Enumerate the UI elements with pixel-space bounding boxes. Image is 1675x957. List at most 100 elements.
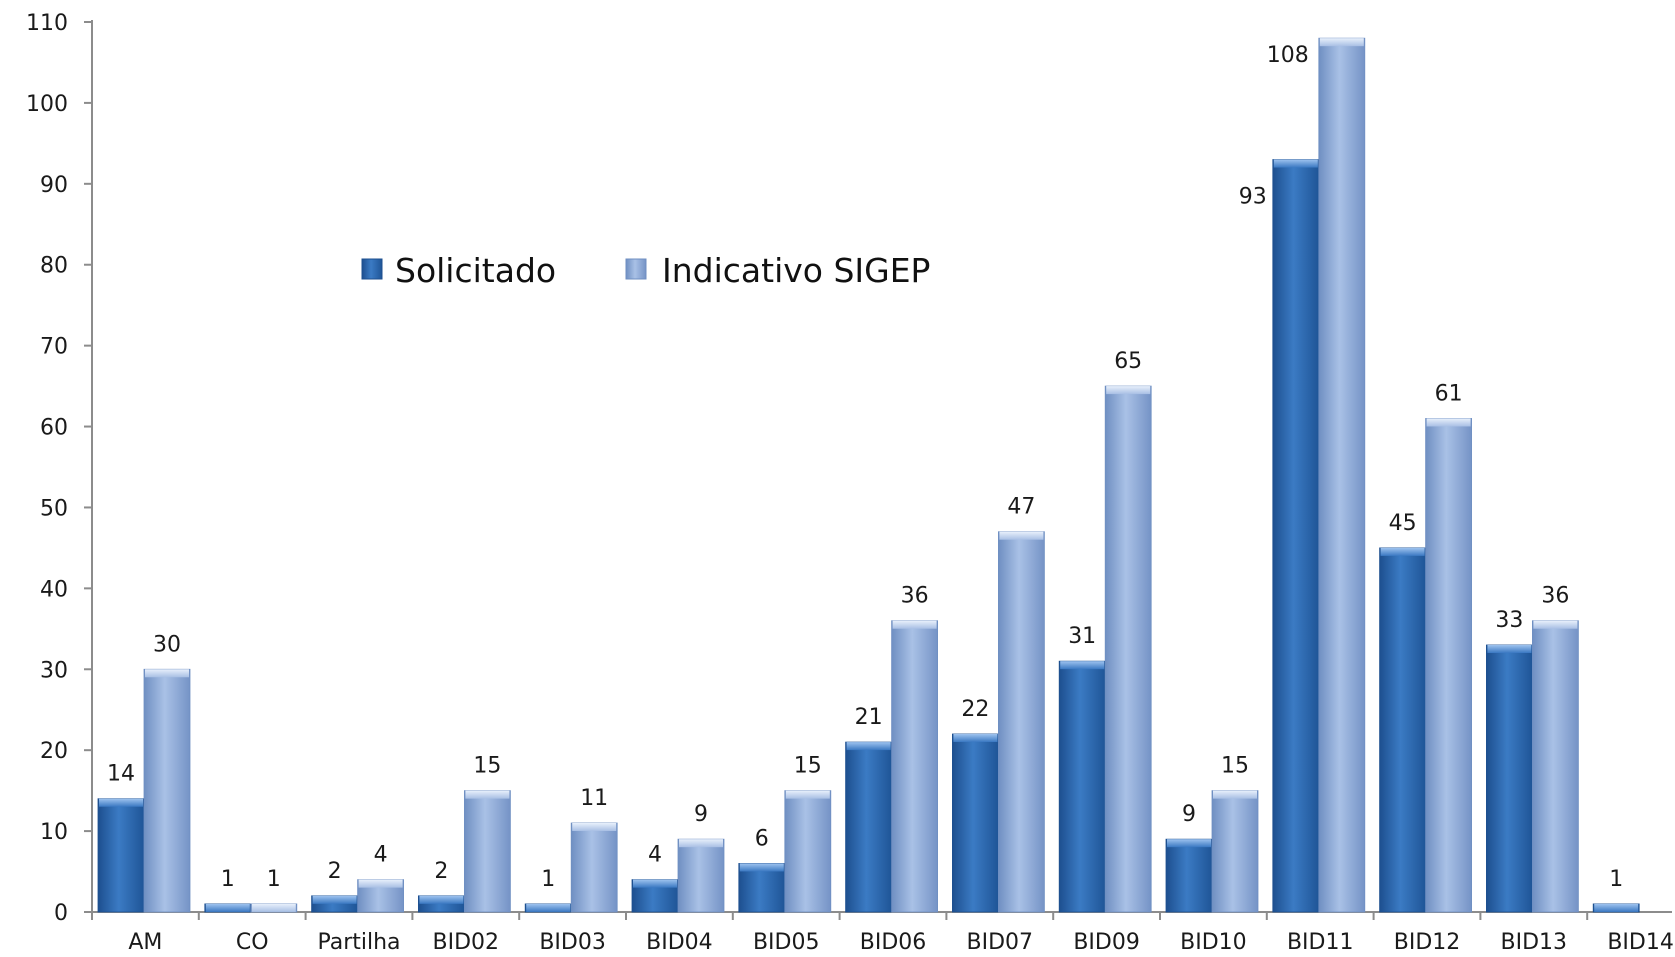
bar: [1165, 838, 1213, 913]
y-tick-label: 0: [54, 901, 68, 926]
bar-cap: [679, 839, 723, 848]
data-label: 21: [855, 705, 883, 730]
x-tick-label: BID02: [433, 930, 500, 955]
x-tick-label: BID04: [646, 930, 713, 955]
y-tick-label: 40: [40, 577, 68, 602]
bar-body: [891, 620, 938, 913]
bar-body: [1318, 37, 1366, 913]
bar-cap: [1106, 386, 1151, 395]
y-tick-label: 50: [40, 496, 68, 521]
bar: [97, 798, 145, 913]
legend-label-solicitado: Solicitado: [395, 251, 556, 290]
bar-cap: [1380, 547, 1425, 556]
bar-cap: [892, 620, 937, 629]
bar: [463, 790, 511, 913]
data-label: 1: [1609, 867, 1623, 892]
bar: [1272, 159, 1320, 913]
bar-body: [952, 733, 999, 913]
y-tick-label: 90: [40, 173, 68, 198]
x-tick-label: BID09: [1073, 930, 1140, 955]
bar: [570, 822, 618, 913]
bar: [524, 903, 572, 913]
bar-body: [1058, 660, 1106, 913]
bar: [1058, 660, 1106, 913]
bar: [952, 733, 999, 913]
y-tick-label: 30: [40, 658, 68, 683]
data-label: 2: [328, 859, 342, 884]
bar: [250, 903, 298, 913]
data-label: 4: [374, 843, 388, 868]
bar-cap: [739, 863, 784, 872]
bar-body: [570, 822, 618, 913]
bar-body: [97, 798, 145, 913]
bar: [357, 879, 405, 913]
bar-body: [1104, 385, 1152, 913]
y-tick-label: 100: [26, 92, 68, 117]
bar: [1211, 790, 1259, 913]
bar-body: [1272, 159, 1320, 913]
bar-cap: [465, 790, 510, 799]
y-tick-label: 20: [40, 739, 68, 764]
x-tick-label: BID06: [860, 930, 927, 955]
y-tick-label: 60: [40, 416, 68, 441]
bar: [677, 838, 725, 913]
x-tick-label: BID03: [539, 930, 606, 955]
bar: [1318, 37, 1366, 913]
bar-cap: [1213, 790, 1257, 799]
x-tick-label: BID11: [1287, 930, 1354, 955]
bar-body: [1379, 547, 1426, 913]
data-label: 1: [221, 867, 235, 892]
bar-cap: [312, 895, 357, 904]
bar: [417, 895, 465, 913]
data-label: 1: [541, 867, 555, 892]
bar: [998, 531, 1045, 913]
data-label: 2: [434, 859, 448, 884]
legend-swatch-indicativo-sigep: [625, 258, 647, 280]
bar: [311, 895, 359, 913]
data-label: 14: [107, 762, 135, 787]
bar: [631, 879, 679, 913]
data-label: 33: [1495, 608, 1523, 633]
data-label: 36: [901, 584, 929, 609]
bar-cap: [145, 669, 189, 678]
data-label: 36: [1541, 584, 1569, 609]
bar-body: [463, 790, 511, 913]
bar: [1592, 903, 1640, 913]
bar-body: [1165, 838, 1213, 913]
bar-cap: [572, 823, 617, 831]
bar-cap: [1167, 839, 1211, 848]
bar-body: [784, 790, 832, 913]
bar-body: [998, 531, 1045, 913]
data-label: 31: [1068, 624, 1096, 649]
bar: [845, 741, 892, 913]
y-tick-label: 110: [26, 11, 68, 36]
bar-body: [1486, 644, 1533, 913]
bar-cap: [846, 742, 891, 751]
bar: [143, 668, 191, 913]
y-tick-label: 70: [40, 335, 68, 360]
x-tick-label: AM: [128, 930, 162, 955]
y-tick-label: 80: [40, 254, 68, 279]
bar-body: [845, 741, 892, 913]
bar-cap: [205, 903, 250, 912]
x-tick-label: BID05: [753, 930, 820, 955]
bar: [891, 620, 938, 913]
x-tick-label: BID07: [967, 930, 1034, 955]
bar: [738, 863, 786, 913]
x-tick-label: BID13: [1501, 930, 1568, 955]
bar-cap: [1533, 620, 1578, 629]
bar-cap: [1487, 645, 1532, 653]
axes: 0 10 20 30 40 50 60 70 80 90 100 110 AM CO Partilha BID…: [26, 11, 1674, 955]
data-label: 61: [1435, 381, 1463, 406]
bar-body: [1532, 620, 1579, 913]
data-label: 4: [648, 843, 662, 868]
data-label: 15: [794, 754, 822, 779]
bar-cap: [999, 531, 1044, 540]
x-tick-label: BID14: [1607, 930, 1674, 955]
bar-cap: [1594, 903, 1639, 912]
bar-cap: [1426, 418, 1471, 427]
bar: [1379, 547, 1426, 913]
bars: [97, 37, 1640, 913]
